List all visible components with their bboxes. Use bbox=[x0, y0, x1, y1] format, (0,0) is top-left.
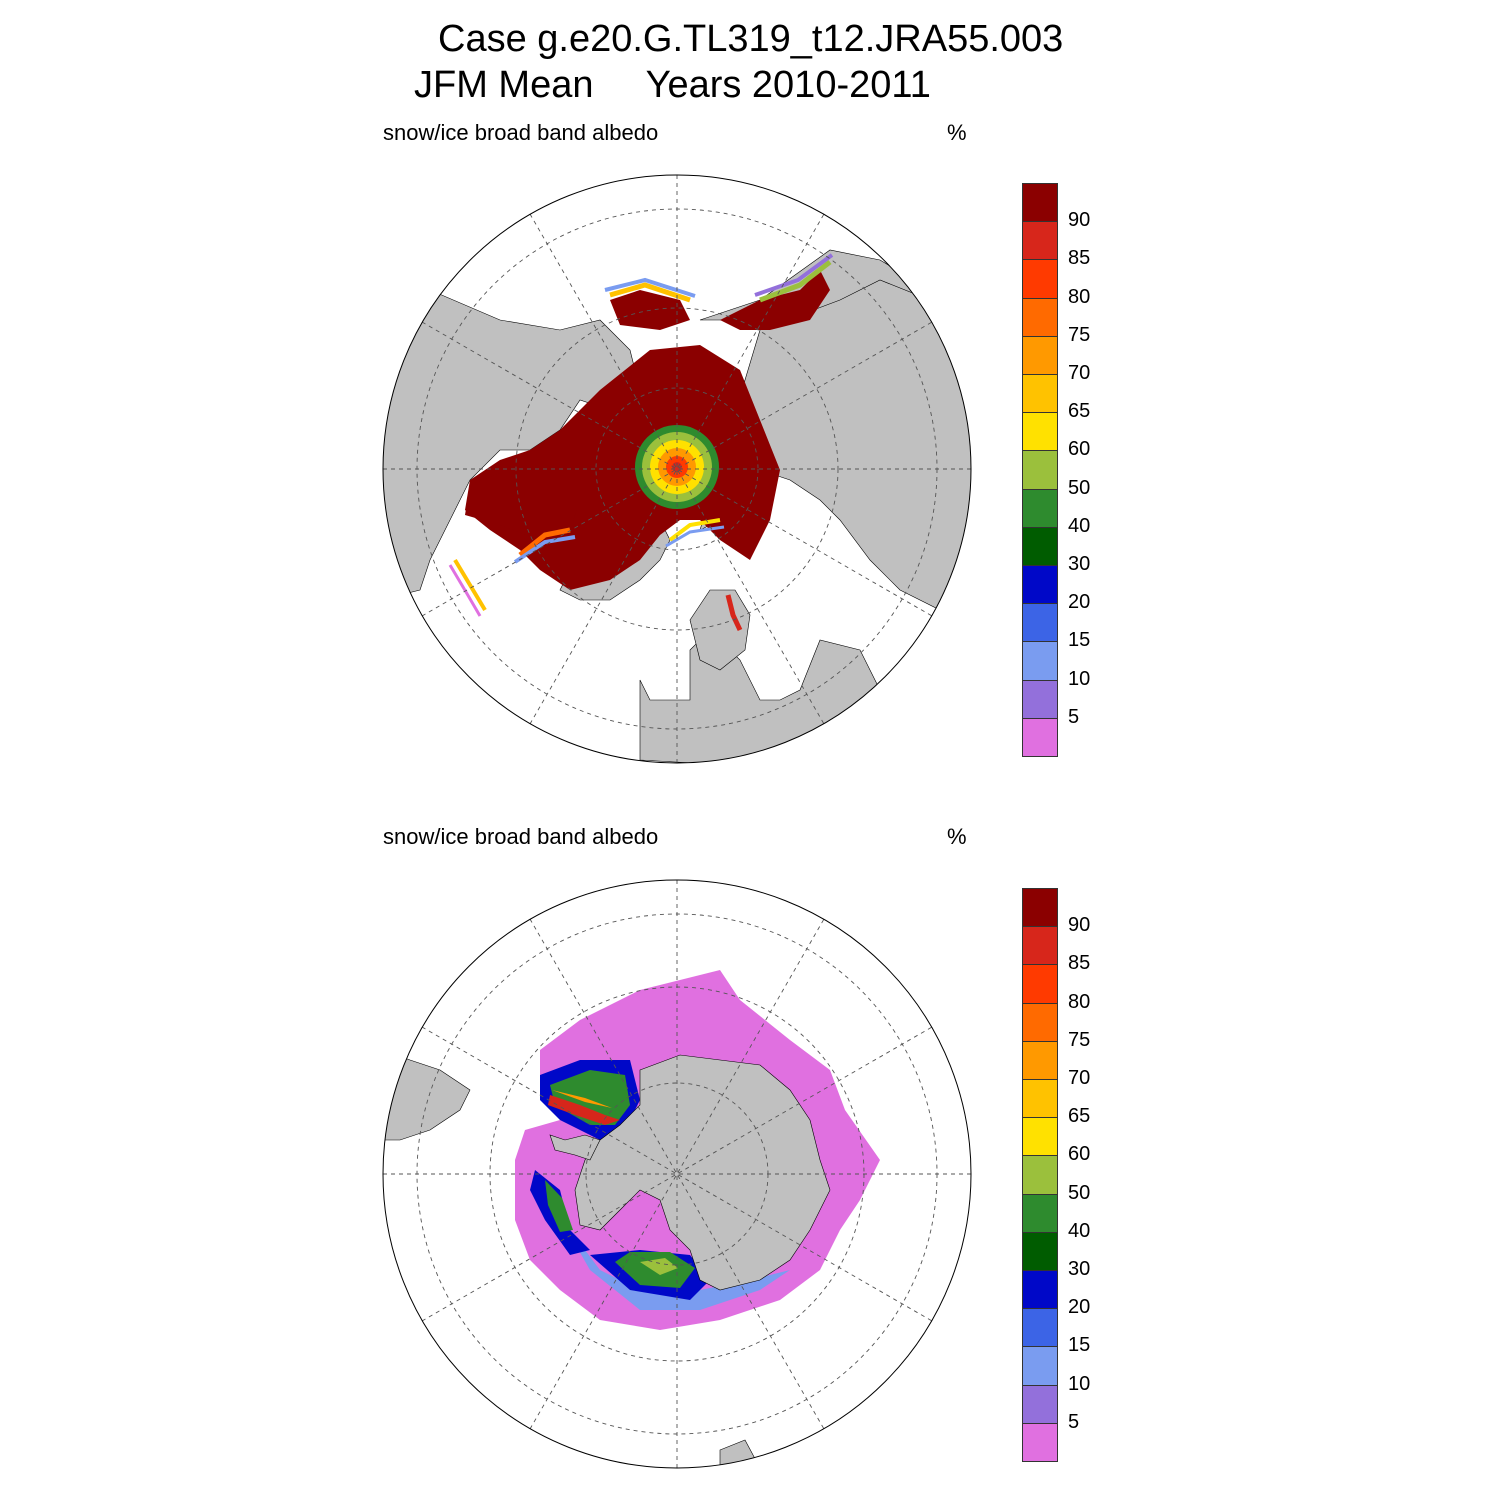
north-map-border bbox=[382, 174, 972, 764]
colorbar-swatch bbox=[1022, 565, 1058, 605]
colorbar-swatch bbox=[1022, 1155, 1058, 1195]
antarctica-landmass bbox=[574, 1054, 831, 1291]
colorbar-swatch bbox=[1022, 1308, 1058, 1348]
north-panel-label: snow/ice broad band albedo bbox=[383, 120, 659, 145]
colorbar-tick-label: 10 bbox=[1068, 667, 1091, 690]
colorbar-tick-label: 90 bbox=[1068, 209, 1091, 232]
colorbar-swatch bbox=[1022, 374, 1058, 414]
north-sea-ice-okhotsk bbox=[720, 270, 830, 330]
figure-title-line2: JFM Mean Years 2010-2011 bbox=[414, 64, 931, 106]
scandinavia-landmass bbox=[689, 589, 751, 671]
antarctic-peninsula bbox=[549, 1134, 601, 1161]
colorbar-swatch bbox=[1022, 888, 1058, 928]
colorbar-swatch bbox=[1022, 1346, 1058, 1386]
colorbar-tick-label: 65 bbox=[1068, 400, 1091, 423]
colorbar-tick-label: 40 bbox=[1068, 514, 1091, 537]
north-sea-ice-hudson bbox=[465, 465, 580, 540]
colorbar-tick-label: 80 bbox=[1068, 990, 1091, 1013]
colorbar-swatch bbox=[1022, 526, 1058, 566]
colorbar-tick-label: 30 bbox=[1068, 1258, 1091, 1280]
colorbar-swatch bbox=[1022, 1117, 1058, 1157]
colorbar-tick-label: 5 bbox=[1068, 1410, 1080, 1433]
colorbar-tick-label: 15 bbox=[1068, 1334, 1091, 1357]
south-polar-map bbox=[382, 879, 972, 1469]
colorbar-swatch bbox=[1022, 1193, 1058, 1233]
colorbar-swatch bbox=[1022, 1231, 1058, 1271]
colorbar-tick-label: 60 bbox=[1068, 438, 1091, 461]
north-graticule bbox=[383, 175, 971, 763]
colorbar-tick-label: 75 bbox=[1068, 1028, 1091, 1051]
north-ice-edge-okhotsk-outer bbox=[754, 253, 834, 297]
north-ice-edge-bering-outer bbox=[604, 277, 696, 298]
colorbar-tick-label: 20 bbox=[1068, 1296, 1091, 1319]
colorbar-tick-label: 50 bbox=[1068, 1181, 1091, 1204]
colorbar-swatch bbox=[1022, 297, 1058, 337]
colorbar-tick-label: 15 bbox=[1068, 629, 1091, 652]
colorbar-tick-label: 60 bbox=[1068, 1143, 1091, 1166]
colorbar-tick-label: 10 bbox=[1068, 1372, 1091, 1395]
colorbar-tick-label: 50 bbox=[1068, 476, 1091, 499]
colorbar-swatch bbox=[1022, 717, 1058, 757]
colorbar-swatch bbox=[1022, 259, 1058, 299]
south-map-border bbox=[382, 879, 972, 1469]
colorbar-swatch bbox=[1022, 1040, 1058, 1080]
colorbar-swatch bbox=[1022, 412, 1058, 452]
colorbar-tick-label: 20 bbox=[1068, 591, 1091, 614]
colorbar-swatch bbox=[1022, 221, 1058, 261]
south-ice-lightgreen-ross bbox=[640, 1258, 678, 1275]
south-ice-lavender bbox=[550, 1200, 790, 1310]
north-ice-edge-bering bbox=[609, 282, 691, 303]
colorbar-tick-label: 40 bbox=[1068, 1219, 1091, 1242]
colorbar-swatch bbox=[1022, 1270, 1058, 1310]
south-panel-units: % bbox=[947, 824, 967, 849]
south-ice-weddell-red bbox=[548, 1095, 620, 1125]
colorbar-swatch bbox=[1022, 1422, 1058, 1462]
north-ice-edge-labrador-outer bbox=[513, 535, 576, 564]
colorbar-swatch bbox=[1022, 183, 1058, 223]
colorbar-swatch bbox=[1022, 335, 1058, 375]
south-ice-weddell-orange bbox=[552, 1090, 612, 1108]
south-panel-label: snow/ice broad band albedo bbox=[383, 824, 659, 849]
colorbar-swatch bbox=[1022, 1079, 1058, 1119]
south-ice-green-bellingshausen bbox=[545, 1180, 573, 1232]
north-panel-units: % bbox=[947, 120, 967, 145]
colorbar-tick-label: 85 bbox=[1068, 247, 1091, 270]
north-ice-edge-newfoundland-outer bbox=[448, 564, 482, 617]
colorbar-tick-label: 90 bbox=[1068, 914, 1091, 937]
north-ice-edge-greenland-outer bbox=[665, 525, 725, 548]
colorbar-tick-label: 5 bbox=[1068, 705, 1080, 728]
north-ice-edge-newfoundland bbox=[453, 558, 487, 612]
north-america-landmass bbox=[383, 289, 641, 601]
colorbar-swatch bbox=[1022, 1002, 1058, 1042]
colorbar-swatch bbox=[1022, 603, 1058, 643]
colorbar-tick-label: 65 bbox=[1068, 1105, 1091, 1128]
north-ice-edge-labrador bbox=[518, 527, 571, 557]
colorbar-tick-label: 85 bbox=[1068, 952, 1091, 975]
figure-title-line1: Case g.e20.G.TL319_t12.JRA55.003 bbox=[438, 18, 1064, 60]
colorbar-tick-label: 70 bbox=[1068, 1067, 1091, 1089]
north-polar-map bbox=[382, 174, 972, 764]
colorbar-swatch bbox=[1022, 926, 1058, 966]
south-graticule bbox=[383, 880, 971, 1468]
colorbar-swatch bbox=[1022, 964, 1058, 1004]
colorbar-swatch bbox=[1022, 679, 1058, 719]
colorbar-tick-label: 75 bbox=[1068, 323, 1091, 346]
colorbar-swatch bbox=[1022, 488, 1058, 528]
colorbar-tick-label: 70 bbox=[1068, 362, 1091, 384]
north-ice-edge-okhotsk bbox=[759, 260, 832, 303]
north-ice-edge-baltic bbox=[725, 594, 743, 632]
colorbar-swatch bbox=[1022, 1384, 1058, 1424]
south-america-landmass bbox=[383, 1049, 471, 1141]
colorbar-swatch bbox=[1022, 641, 1058, 681]
colorbar-tick-label: 30 bbox=[1068, 553, 1091, 575]
colorbar-swatch bbox=[1022, 450, 1058, 490]
colorbar-tick-label: 80 bbox=[1068, 285, 1091, 308]
